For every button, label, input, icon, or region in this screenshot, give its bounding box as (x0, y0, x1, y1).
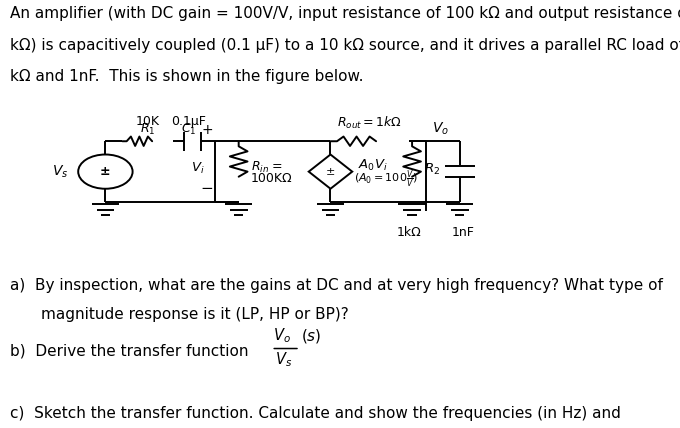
Text: +: + (201, 123, 213, 137)
Text: 0.1μF: 0.1μF (171, 116, 207, 128)
Text: $V_i$: $V_i$ (191, 160, 205, 176)
Text: $(s)$: $(s)$ (301, 327, 322, 345)
Text: $A_0 V_i$: $A_0 V_i$ (358, 158, 388, 173)
Text: 100KΩ: 100KΩ (251, 172, 292, 184)
Text: $R_{out}{=}1k\Omega$: $R_{out}{=}1k\Omega$ (337, 114, 402, 131)
Text: kΩ) is capacitively coupled (0.1 μF) to a 10 kΩ source, and it drives a parallel: kΩ) is capacitively coupled (0.1 μF) to … (10, 38, 680, 53)
Text: An amplifier (with DC gain = 100V/V, input resistance of 100 kΩ and output resis: An amplifier (with DC gain = 100V/V, inp… (10, 6, 680, 21)
Text: c)  Sketch the transfer function. Calculate and show the frequencies (in Hz) and: c) Sketch the transfer function. Calcula… (10, 406, 621, 421)
Text: kΩ and 1nF.  This is shown in the figure below.: kΩ and 1nF. This is shown in the figure … (10, 69, 364, 84)
Text: $R_{in}$ =: $R_{in}$ = (251, 160, 283, 175)
Text: 1nF: 1nF (452, 226, 475, 238)
Text: −: − (200, 181, 213, 196)
Text: $V_s$: $V_s$ (275, 350, 292, 369)
Text: $C_1$: $C_1$ (182, 122, 197, 137)
Text: ±: ± (100, 165, 111, 178)
Text: a)  By inspection, what are the gains at DC and at very high frequency? What typ: a) By inspection, what are the gains at … (10, 278, 663, 293)
Text: 10K: 10K (136, 116, 160, 128)
Text: $R_1$: $R_1$ (140, 122, 156, 137)
Text: $V_s$: $V_s$ (52, 163, 68, 180)
Text: ±: ± (326, 166, 335, 177)
Text: $V_o$: $V_o$ (432, 121, 449, 137)
Text: 1kΩ: 1kΩ (396, 226, 421, 238)
Text: $R_2$: $R_2$ (424, 162, 441, 177)
Text: $(A_0{=}100\frac{V}{V})$: $(A_0{=}100\frac{V}{V})$ (354, 169, 418, 190)
Text: magnitude response is it (LP, HP or BP)?: magnitude response is it (LP, HP or BP)? (41, 307, 349, 322)
Text: $V_o$: $V_o$ (273, 326, 290, 345)
Text: b)  Derive the transfer function: b) Derive the transfer function (10, 344, 254, 359)
